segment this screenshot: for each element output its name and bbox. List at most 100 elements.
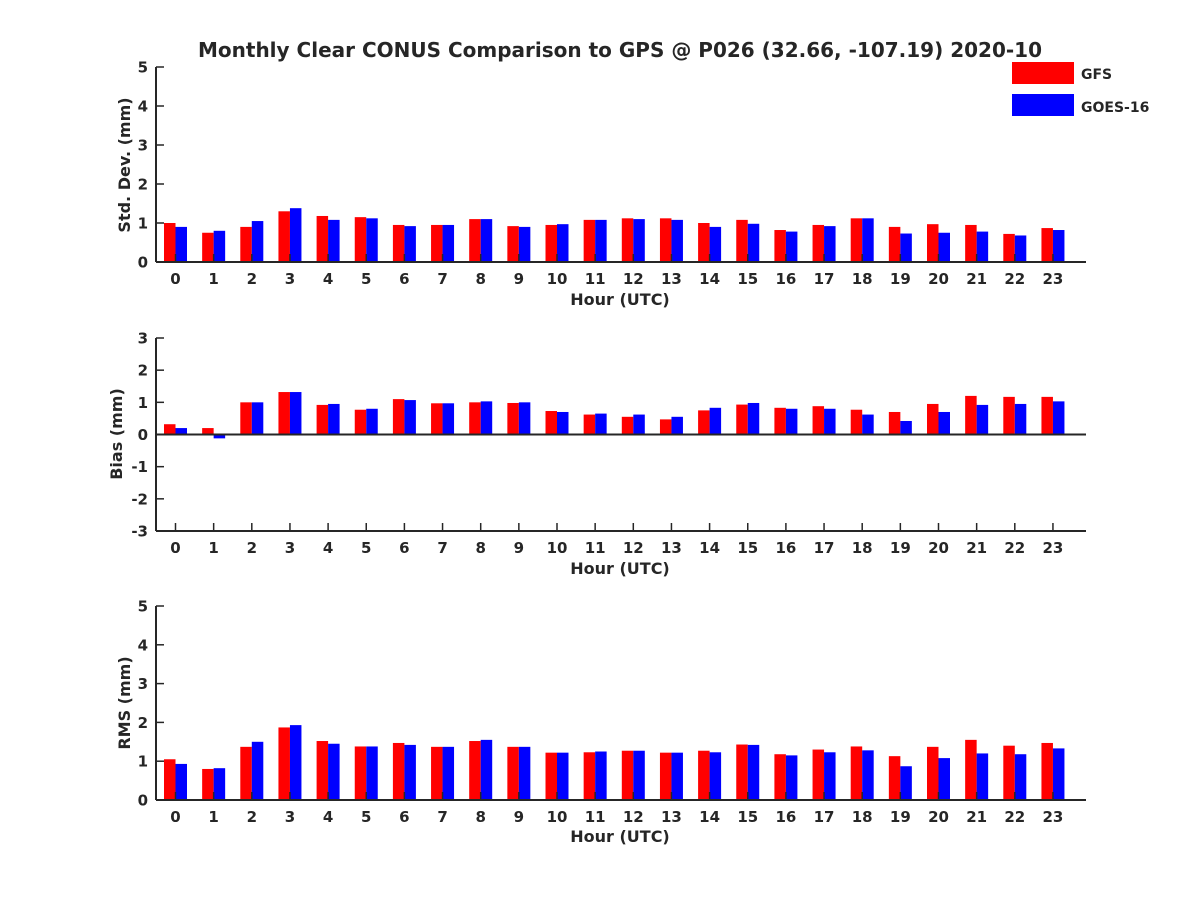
bias-xtick-label: 21 — [966, 539, 987, 557]
bias-bar-goes16-1 — [213, 434, 226, 439]
rms-bar-goes16-6 — [404, 744, 416, 800]
std-dev-bar-goes16-20 — [938, 232, 950, 262]
bias-bar-gfs-12 — [621, 416, 634, 435]
std-dev-xtick-label: 18 — [852, 270, 873, 288]
bias-bar-goes16-14 — [709, 407, 722, 435]
bias-bar-goes16-12 — [633, 414, 645, 435]
rms-bar-gfs-22 — [1003, 745, 1015, 800]
rms-xtick-label: 20 — [928, 808, 949, 826]
std-dev-ytick-label: 3 — [138, 137, 148, 155]
rms-bar-gfs-23 — [1041, 742, 1053, 800]
std-dev-bar-goes16-2 — [251, 221, 264, 262]
rms-xtick-label: 22 — [1004, 808, 1025, 826]
bias-bar-goes16-3 — [289, 392, 302, 435]
rms-bar-gfs-9 — [507, 746, 519, 800]
std-dev-bar-gfs-15 — [736, 219, 748, 262]
std-dev-bar-goes16-17 — [824, 226, 836, 262]
std-dev-bar-gfs-22 — [1003, 233, 1015, 262]
bias-bar-gfs-9 — [507, 402, 519, 435]
bias-ytick-label: 0 — [138, 426, 148, 444]
legend-label-gfs: GFS — [1081, 67, 1112, 83]
std-dev-bar-goes16-22 — [1014, 235, 1027, 262]
bias-bar-gfs-10 — [545, 411, 557, 435]
rms-bar-gfs-11 — [583, 752, 596, 800]
bias-xtick-label: 2 — [247, 539, 257, 557]
rms-ytick-label: 5 — [138, 598, 148, 616]
rms-bar-goes16-11 — [595, 751, 607, 800]
std-dev-ytick-label: 5 — [138, 59, 148, 77]
std-dev-xtick-label: 16 — [775, 270, 796, 288]
rms-bar-goes16-7 — [442, 746, 455, 800]
std-dev-bar-gfs-16 — [774, 230, 786, 262]
rms-bar-goes16-19 — [900, 766, 912, 800]
std-dev-bar-gfs-18 — [850, 218, 863, 262]
rms-xtick-label: 2 — [247, 808, 257, 826]
bias-ytick-label: 2 — [138, 362, 148, 380]
bias-bar-gfs-11 — [583, 414, 596, 435]
rms-xtick-label: 15 — [737, 808, 758, 826]
std-dev-bar-gfs-4 — [316, 215, 329, 262]
std-dev-bar-gfs-19 — [888, 226, 901, 262]
bias-bar-goes16-13 — [671, 416, 683, 435]
rms-bar-goes16-1 — [213, 768, 226, 800]
std-dev-bar-goes16-14 — [709, 226, 722, 262]
std-dev-bar-gfs-11 — [583, 219, 596, 262]
std-dev-bar-goes16-6 — [404, 226, 416, 262]
std-dev-xtick-label: 11 — [585, 270, 606, 288]
std-dev-xtick-label: 20 — [928, 270, 949, 288]
std-dev-bar-gfs-14 — [698, 223, 710, 262]
bias-bar-goes16-9 — [518, 402, 531, 435]
bias-bar-gfs-7 — [431, 403, 443, 435]
rms-xtick-label: 11 — [585, 808, 606, 826]
std-dev-xtick-label: 15 — [737, 270, 758, 288]
std-dev-bar-goes16-16 — [785, 231, 798, 262]
rms-xtick-label: 10 — [547, 808, 568, 826]
std-dev-bar-goes16-4 — [328, 219, 340, 262]
rms-bar-goes16-4 — [328, 743, 340, 800]
bias-xtick-label: 12 — [623, 539, 644, 557]
rms-xtick-label: 4 — [323, 808, 333, 826]
rms-bar-gfs-2 — [240, 746, 252, 800]
std-dev-bar-goes16-21 — [976, 231, 989, 262]
rms-bar-goes16-14 — [709, 752, 722, 800]
bias-xtick-label: 1 — [208, 539, 218, 557]
std-dev-bar-goes16-9 — [518, 226, 531, 262]
bias-xtick-label: 7 — [437, 539, 447, 557]
rms-bar-goes16-15 — [747, 744, 760, 800]
bias-bar-gfs-17 — [812, 406, 825, 435]
std-dev-bar-goes16-15 — [747, 223, 760, 262]
rms-xtick-label: 17 — [814, 808, 835, 826]
bias-xtick-label: 20 — [928, 539, 949, 557]
bias-bar-goes16-8 — [480, 401, 493, 435]
rms-xtick-label: 9 — [514, 808, 524, 826]
std-dev-bar-goes16-12 — [633, 219, 645, 262]
rms-xtick-label: 12 — [623, 808, 644, 826]
std-dev-xtick-label: 17 — [814, 270, 835, 288]
std-dev-xtick-label: 22 — [1004, 270, 1025, 288]
rms-xtick-label: 13 — [661, 808, 682, 826]
std-dev-xtick-label: 21 — [966, 270, 987, 288]
std-dev-xtick-label: 6 — [399, 270, 409, 288]
std-dev-bar-gfs-2 — [240, 226, 252, 262]
rms-bar-gfs-3 — [278, 727, 290, 800]
rms-bar-gfs-1 — [202, 768, 214, 800]
rms-bar-goes16-3 — [289, 725, 302, 800]
panel-bias-xlabel: Hour (UTC) — [570, 559, 670, 578]
std-dev-xtick-label: 14 — [699, 270, 720, 288]
rms-bar-goes16-18 — [862, 750, 874, 800]
bias-ytick-label: 3 — [138, 330, 148, 348]
std-dev-bar-gfs-21 — [965, 224, 977, 262]
rms-bar-gfs-7 — [431, 746, 443, 800]
std-dev-bar-goes16-13 — [671, 219, 683, 262]
bias-xtick-label: 13 — [661, 539, 682, 557]
rms-bar-gfs-8 — [469, 741, 481, 800]
bias-xtick-label: 17 — [814, 539, 835, 557]
bias-xtick-label: 15 — [737, 539, 758, 557]
std-dev-xtick-label: 8 — [475, 270, 485, 288]
rms-bar-goes16-22 — [1014, 754, 1027, 800]
bias-bar-gfs-18 — [850, 409, 863, 435]
panel-std-dev-ylabel: Std. Dev. (mm) — [115, 97, 134, 232]
bias-xtick-label: 19 — [890, 539, 911, 557]
rms-xtick-label: 5 — [361, 808, 371, 826]
bias-bar-goes16-7 — [442, 403, 455, 435]
